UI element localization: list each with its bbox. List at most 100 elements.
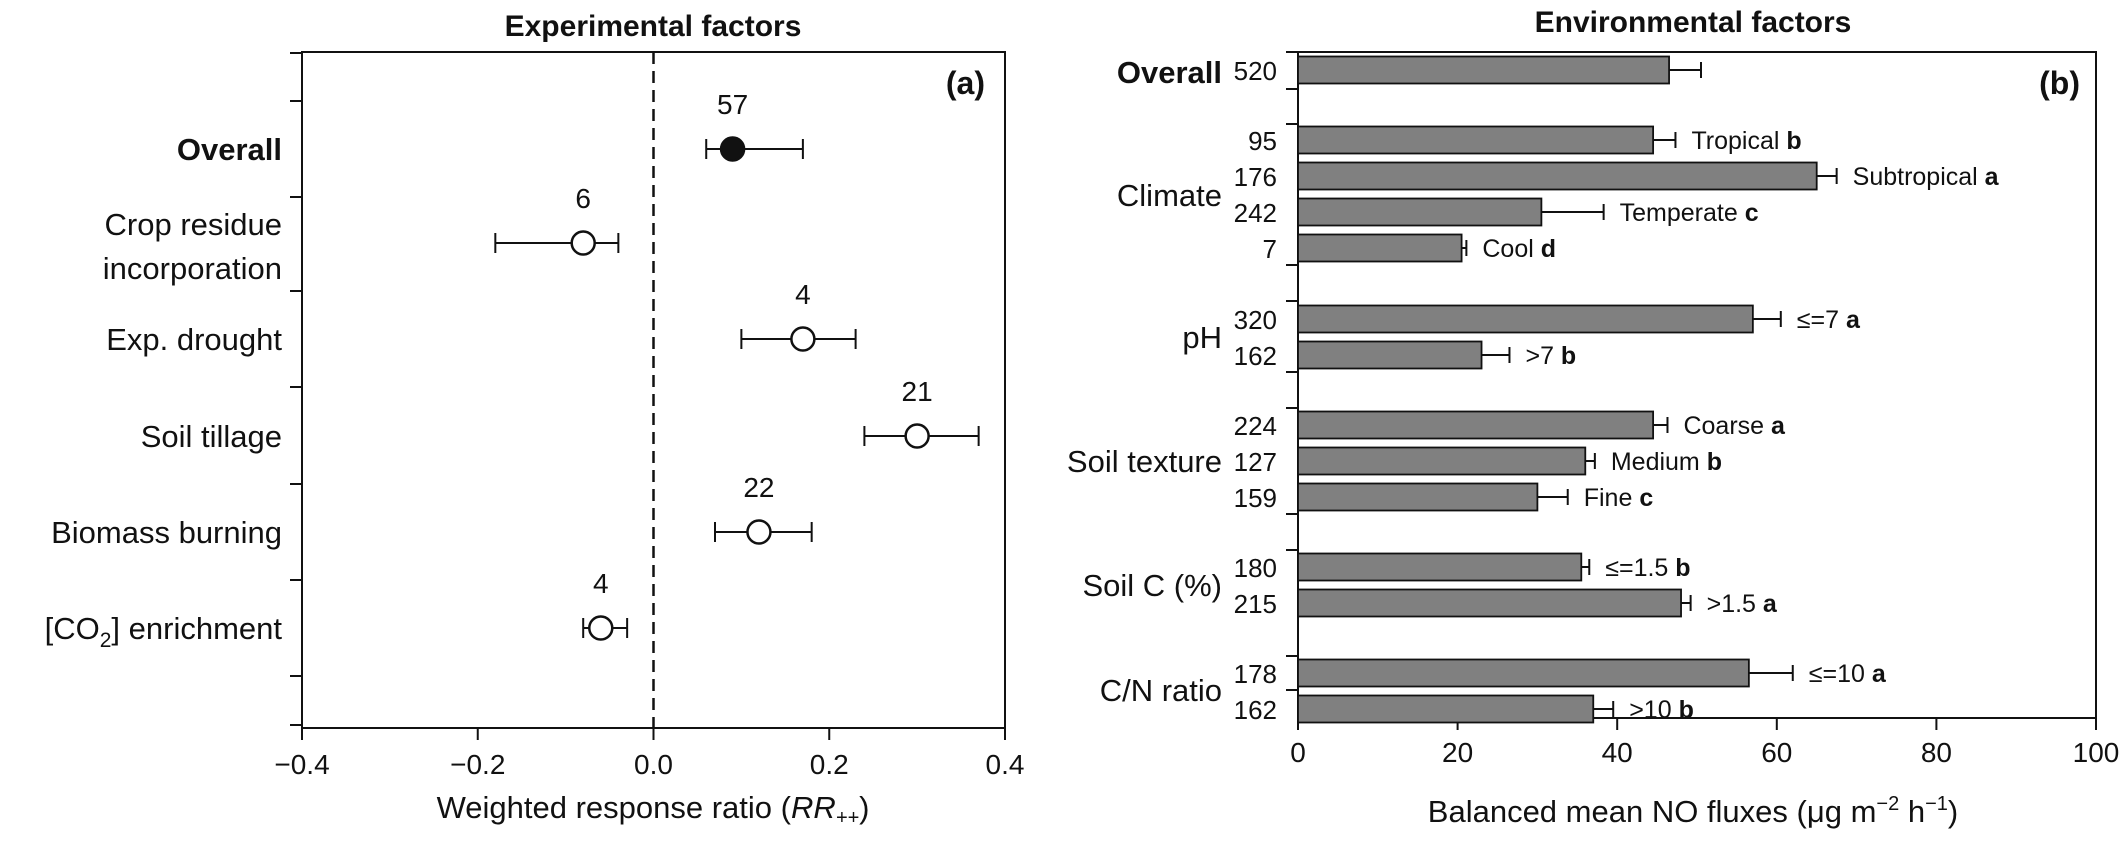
bar — [1297, 125, 1655, 155]
bar-category-label: Subtropical a — [1853, 163, 2000, 191]
point-row-3: Soil tillage 21 — [141, 376, 980, 454]
bar-group-0: Overall 520 — [1117, 55, 1702, 90]
bar-item-0: 178 ≤=10 a — [1234, 658, 1887, 689]
significance-letter: b — [1561, 342, 1576, 370]
significance-letter: b — [1679, 696, 1694, 724]
panel-a-x-axis-label: Weighted response ratio (RR++) — [437, 790, 870, 829]
category-label: Overall — [177, 132, 282, 167]
significance-letter: a — [1846, 306, 1861, 334]
sample-size-label: 4 — [593, 568, 609, 599]
panel-b-environmental-factors: Environmental factors (b) 0 20 40 60 80 100 Bala… — [1067, 6, 2119, 829]
sample-size-label: 162 — [1234, 341, 1277, 371]
bar-group-3: Soil texture 224 Coarse a 127 Medium b 159 Fin… — [1067, 410, 1786, 513]
bar — [1297, 446, 1587, 476]
category-label-line-1: Crop residue — [105, 207, 282, 242]
bar-category-label: Fine c — [1584, 484, 1654, 512]
bar-item-0: 180 ≤=1.5 b — [1234, 552, 1691, 583]
point-row-5: [CO2] enrichment 4 — [45, 568, 629, 652]
category-label: [CO2] enrichment — [45, 611, 283, 652]
sample-size-label: 21 — [902, 376, 933, 407]
mean-point — [588, 615, 614, 641]
panel-a-label: (a) — [946, 65, 985, 101]
x-tick-label-4: 80 — [1921, 737, 1952, 768]
significance-letter: a — [1771, 412, 1786, 440]
bar-category-label: >7 b — [1525, 342, 1576, 370]
significance-letter: a — [1985, 163, 2000, 191]
bar-category-label: >1.5 a — [1707, 590, 1778, 618]
group-label: pH — [1182, 320, 1222, 355]
panel-b-label: (b) — [2039, 65, 2080, 101]
bar-category-label: Temperate c — [1620, 199, 1759, 227]
bar — [1297, 552, 1583, 582]
sample-size-label: 7 — [1263, 234, 1277, 264]
sample-size-label: 57 — [717, 89, 748, 120]
sample-size-label: 95 — [1248, 126, 1277, 156]
sample-size-label: 520 — [1234, 56, 1277, 86]
panel-b-x-axis-label: Balanced mean NO fluxes (μg m−2 h−1) — [1428, 793, 1958, 829]
bar-item-0: 95 Tropical b — [1248, 125, 1802, 156]
x-tick-label-3: 60 — [1761, 737, 1792, 768]
bar-category-label: Tropical b — [1691, 127, 1801, 155]
panel-b-frame — [1297, 51, 2097, 719]
point-row-4: Biomass burning 22 — [51, 472, 813, 550]
point-row-1: Crop residue incorporation 6 — [103, 183, 620, 286]
sample-size-label: 215 — [1234, 589, 1277, 619]
x-tick-label-2: 0.0 — [634, 749, 673, 780]
bar-item-1: 215 >1.5 a — [1234, 588, 1778, 619]
bar-item-1: 162 >10 b — [1234, 694, 1694, 725]
bar-category-label: ≤=7 a — [1797, 306, 1861, 334]
mean-point — [904, 423, 930, 449]
sample-size-label: 22 — [743, 472, 774, 503]
sample-size-label: 127 — [1234, 447, 1277, 477]
sample-size-label: 159 — [1234, 483, 1277, 513]
significance-letter: c — [1745, 199, 1759, 227]
bar — [1297, 55, 1670, 85]
bar — [1297, 304, 1754, 334]
mean-point — [790, 326, 816, 352]
sample-size-label: 242 — [1234, 198, 1277, 228]
group-label: C/N ratio — [1100, 673, 1222, 708]
significance-letter: b — [1675, 554, 1690, 582]
sample-size-label: 224 — [1234, 411, 1277, 441]
sample-size-label: 320 — [1234, 305, 1277, 335]
x-tick-label-0: −0.4 — [274, 749, 329, 780]
bar-item-0: 520 — [1234, 55, 1702, 86]
category-label-line-2: incorporation — [103, 251, 282, 286]
bar-group-4: Soil C (%) 180 ≤=1.5 b 215 >1.5 a — [1082, 552, 1778, 619]
mean-point — [570, 230, 596, 256]
bar — [1297, 233, 1463, 263]
group-label: Climate — [1117, 178, 1222, 213]
x-tick-label-4: 0.4 — [986, 749, 1025, 780]
x-tick-label-3: 0.2 — [810, 749, 849, 780]
significance-letter: b — [1786, 127, 1801, 155]
significance-letter: b — [1707, 448, 1722, 476]
mean-point — [746, 519, 772, 545]
bar — [1297, 340, 1483, 370]
bar — [1297, 658, 1750, 688]
sample-size-label: 6 — [575, 183, 591, 214]
bar — [1297, 588, 1682, 618]
bar-item-1: 176 Subtropical a — [1234, 161, 2000, 192]
bar — [1297, 410, 1655, 440]
x-tick-label-0: 0 — [1290, 737, 1306, 768]
bar-category-label: Medium b — [1611, 448, 1722, 476]
category-label: Soil tillage — [141, 419, 282, 454]
x-tick-label-1: 20 — [1442, 737, 1473, 768]
panel-b-title: Environmental factors — [1535, 6, 1852, 39]
bar-group-1: Climate 95 Tropical b 176 Subtropical a 242 Te… — [1117, 125, 2000, 264]
sample-size-label: 4 — [795, 279, 811, 310]
bar-group-5: C/N ratio 178 ≤=10 a 162 >10 b — [1100, 658, 1887, 725]
bar — [1297, 197, 1543, 227]
bar-item-3: 7 Cool d — [1263, 233, 1556, 264]
significance-letter: d — [1541, 235, 1556, 263]
sample-size-label: 162 — [1234, 695, 1277, 725]
group-label: Overall — [1117, 55, 1222, 90]
bar-category-label: >10 b — [1629, 696, 1694, 724]
x-tick-label-1: −0.2 — [450, 749, 505, 780]
bar-category-label: ≤=10 a — [1809, 660, 1887, 688]
point-row-0: Overall 57 — [177, 89, 804, 167]
bar-item-2: 242 Temperate c — [1234, 197, 1759, 228]
sample-size-label: 178 — [1234, 659, 1277, 689]
bar-category-label: Cool d — [1482, 235, 1556, 263]
